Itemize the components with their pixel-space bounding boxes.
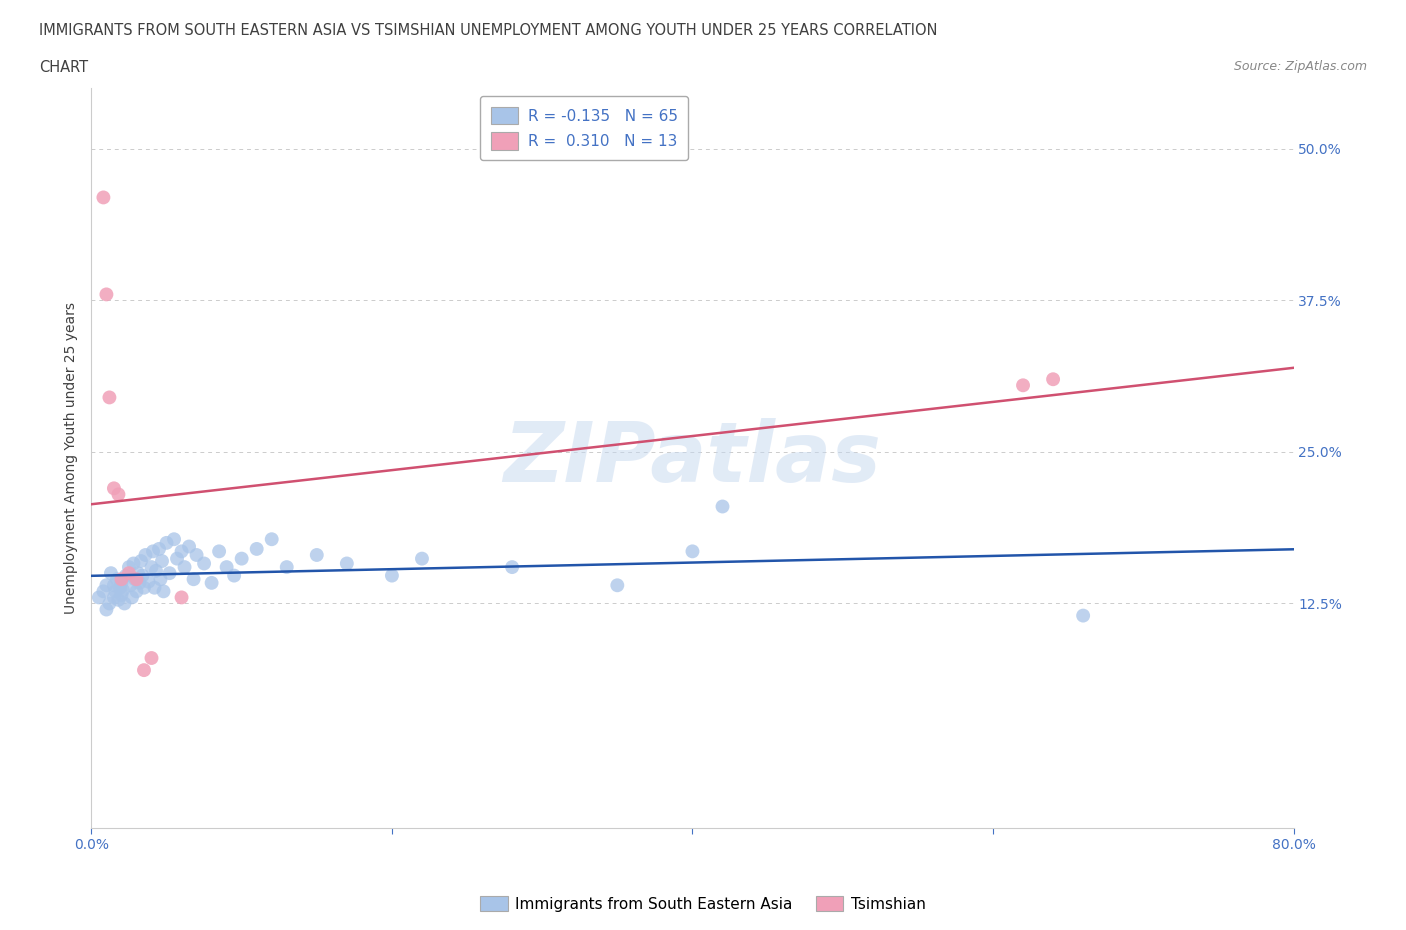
Point	[122, 556, 145, 571]
Point	[501, 560, 523, 575]
Point	[96, 602, 118, 617]
Point	[336, 556, 359, 571]
Point	[201, 576, 224, 591]
Point	[177, 539, 200, 554]
Point	[141, 560, 163, 575]
Point	[155, 536, 177, 551]
Point	[131, 568, 153, 583]
Point	[114, 596, 136, 611]
Point	[411, 551, 433, 566]
Point	[103, 578, 125, 592]
Point	[246, 541, 269, 556]
Point	[104, 584, 127, 599]
Point	[100, 565, 122, 580]
Point	[145, 564, 167, 578]
Point	[105, 572, 128, 587]
Point	[208, 544, 231, 559]
Point	[110, 576, 132, 591]
Point	[115, 568, 138, 583]
Point	[107, 592, 129, 607]
Point	[129, 553, 152, 568]
Point	[141, 651, 163, 666]
Point	[173, 560, 195, 575]
Point	[150, 553, 173, 568]
Point	[681, 544, 703, 559]
Point	[134, 548, 156, 563]
Text: Source: ZipAtlas.com: Source: ZipAtlas.com	[1233, 60, 1367, 73]
Point	[125, 572, 148, 587]
Point	[381, 568, 404, 583]
Point	[142, 544, 165, 559]
Point	[125, 584, 148, 599]
Point	[170, 590, 193, 604]
Point	[606, 578, 628, 592]
Point	[1042, 372, 1064, 387]
Point	[224, 568, 246, 583]
Point	[1071, 608, 1094, 623]
Text: CHART: CHART	[39, 60, 89, 75]
Point	[193, 556, 215, 571]
Point	[152, 584, 174, 599]
Point	[711, 499, 734, 514]
Point	[159, 565, 181, 580]
Point	[163, 532, 186, 547]
Point	[186, 548, 208, 563]
Point	[305, 548, 328, 563]
Point	[138, 574, 160, 589]
Legend: Immigrants from South Eastern Asia, Tsimshian: Immigrants from South Eastern Asia, Tsim…	[474, 889, 932, 918]
Point	[166, 551, 188, 566]
Point	[215, 560, 238, 575]
Point	[183, 572, 205, 587]
Point	[231, 551, 253, 566]
Point	[127, 565, 149, 580]
Point	[276, 560, 298, 575]
Point	[98, 596, 121, 611]
Text: ZIPatlas: ZIPatlas	[503, 418, 882, 498]
Point	[93, 584, 115, 599]
Point	[107, 487, 129, 502]
Point	[128, 576, 150, 591]
Point	[121, 590, 143, 604]
Point	[170, 544, 193, 559]
Point	[111, 583, 134, 598]
Point	[132, 663, 155, 678]
Point	[98, 390, 121, 405]
Legend: R = -0.135   N = 65, R =  0.310   N = 13: R = -0.135 N = 65, R = 0.310 N = 13	[481, 96, 689, 160]
Point	[118, 565, 141, 580]
Y-axis label: Unemployment Among Youth under 25 years: Unemployment Among Youth under 25 years	[65, 302, 79, 614]
Point	[149, 572, 172, 587]
Point	[93, 190, 115, 205]
Point	[87, 590, 110, 604]
Point	[124, 572, 146, 587]
Text: IMMIGRANTS FROM SOUTH EASTERN ASIA VS TSIMSHIAN UNEMPLOYMENT AMONG YOUTH UNDER 2: IMMIGRANTS FROM SOUTH EASTERN ASIA VS TS…	[39, 23, 938, 38]
Point	[96, 578, 118, 592]
Point	[120, 578, 142, 592]
Point	[96, 287, 118, 302]
Point	[143, 580, 166, 595]
Point	[110, 588, 132, 603]
Point	[132, 580, 155, 595]
Point	[260, 532, 283, 547]
Point	[118, 560, 141, 575]
Point	[103, 481, 125, 496]
Point	[1012, 378, 1035, 392]
Point	[103, 590, 125, 604]
Point	[108, 580, 131, 595]
Point	[148, 541, 170, 556]
Point	[110, 572, 132, 587]
